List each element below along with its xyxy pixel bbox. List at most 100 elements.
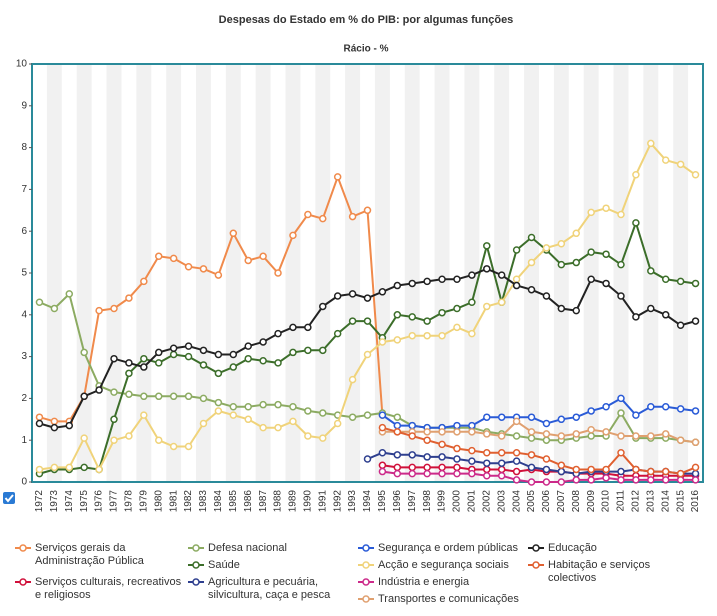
data-point: [691, 279, 700, 288]
data-point: [438, 469, 446, 478]
data-point: [378, 467, 387, 476]
data-point: [497, 471, 506, 480]
x-tick-label: 1977: [109, 490, 120, 513]
data-point: [512, 432, 521, 440]
data-point: [333, 419, 342, 428]
data-point: [378, 288, 387, 296]
legend-symbol: [358, 544, 374, 552]
data-point: [304, 323, 312, 332]
data-point: [647, 467, 655, 476]
data-point: [363, 455, 372, 463]
legend-label: Segurança e ordem públicas: [378, 542, 519, 554]
data-point: [169, 350, 178, 359]
legend-item[interactable]: Defesa nacional: [188, 542, 358, 555]
legend-item[interactable]: Educação: [528, 542, 698, 555]
data-point: [50, 417, 59, 426]
data-point: [602, 403, 610, 411]
data-point: [468, 428, 476, 436]
legend-label: Educação: [548, 542, 597, 554]
legend-item[interactable]: Agricultura e pecuária, silvicultura, ca…: [188, 576, 358, 602]
x-tick-label: 1985: [228, 490, 239, 513]
data-point: [691, 171, 700, 179]
data-point: [602, 204, 610, 212]
data-point: [80, 463, 88, 472]
data-point: [453, 444, 461, 453]
data-point: [557, 478, 566, 486]
data-point: [423, 469, 431, 478]
checkbox[interactable]: [3, 492, 15, 504]
data-point: [438, 308, 446, 317]
stripes: [46, 64, 689, 482]
legend-symbol: [188, 578, 204, 586]
data-point: [363, 294, 372, 302]
data-point: [423, 463, 431, 472]
data-point: [453, 275, 461, 284]
data-point: [125, 390, 133, 398]
data-point: [617, 260, 625, 269]
legend-symbol: [528, 544, 544, 552]
data-point: [259, 357, 267, 365]
data-point: [527, 233, 536, 242]
legend-item[interactable]: Acção e segurança sociais: [358, 559, 528, 572]
data-point: [691, 463, 700, 472]
data-point: [393, 463, 402, 472]
legend-item[interactable]: Habitação e serviços colectivos: [528, 559, 678, 585]
data-point: [110, 354, 118, 363]
column-stripe: [553, 64, 569, 482]
data-point: [378, 423, 387, 432]
column-stripe: [673, 64, 689, 482]
legend-symbol: [528, 561, 544, 569]
data-point: [259, 252, 267, 261]
data-point: [602, 465, 610, 474]
x-tick-label: 1982: [183, 490, 194, 513]
x-tick-label: 1981: [168, 490, 179, 513]
data-point: [140, 277, 148, 286]
data-point: [169, 442, 178, 451]
data-point: [154, 359, 163, 367]
data-point: [393, 281, 402, 290]
legend-label: Defesa nacional: [208, 542, 287, 554]
data-point: [527, 451, 536, 459]
data-point: [572, 413, 581, 421]
data-point: [80, 392, 88, 401]
legend-label: Serviços culturais, recreativos e religi…: [35, 576, 182, 601]
y-tick-label: 8: [21, 142, 27, 153]
legend-marker: [362, 544, 370, 552]
data-point: [274, 359, 282, 367]
legend-item[interactable]: Saúde: [188, 559, 358, 572]
series-line: [382, 470, 696, 483]
column-stripe: [255, 64, 271, 482]
data-point: [587, 465, 595, 474]
data-point: [587, 426, 595, 434]
data-point: [35, 419, 44, 428]
data-point: [363, 317, 372, 325]
legend-item[interactable]: Segurança e ordem públicas: [358, 542, 528, 555]
data-point: [557, 260, 566, 269]
data-point: [65, 421, 74, 430]
chart-title: Despesas do Estado em % do PIB: por algu…: [219, 14, 514, 26]
x-tick-label: 2014: [660, 490, 671, 513]
legend-item[interactable]: Serviços gerais da Administração Pública: [15, 542, 185, 568]
column-stripe: [434, 64, 450, 482]
data-point: [661, 311, 670, 319]
legend-item[interactable]: Indústria e energia: [358, 576, 528, 589]
legend-marker: [19, 578, 27, 586]
data-point: [483, 471, 491, 480]
legend-item[interactable]: Transportes e comunicações: [358, 593, 538, 606]
x-tick-label: 1980: [153, 490, 164, 513]
x-tick-label: 1990: [302, 490, 313, 513]
data-point: [274, 329, 282, 338]
data-point: [319, 302, 327, 311]
data-point: [110, 415, 118, 424]
legend-marker: [362, 578, 370, 586]
data-point: [587, 407, 595, 415]
data-point: [244, 415, 252, 424]
data-point: [154, 392, 163, 401]
data-point: [647, 139, 655, 148]
data-point: [378, 461, 387, 470]
data-point: [214, 350, 223, 359]
data-point: [617, 448, 625, 457]
column-stripe: [166, 64, 182, 482]
legend-item[interactable]: Serviços culturais, recreativos e religi…: [15, 576, 185, 602]
